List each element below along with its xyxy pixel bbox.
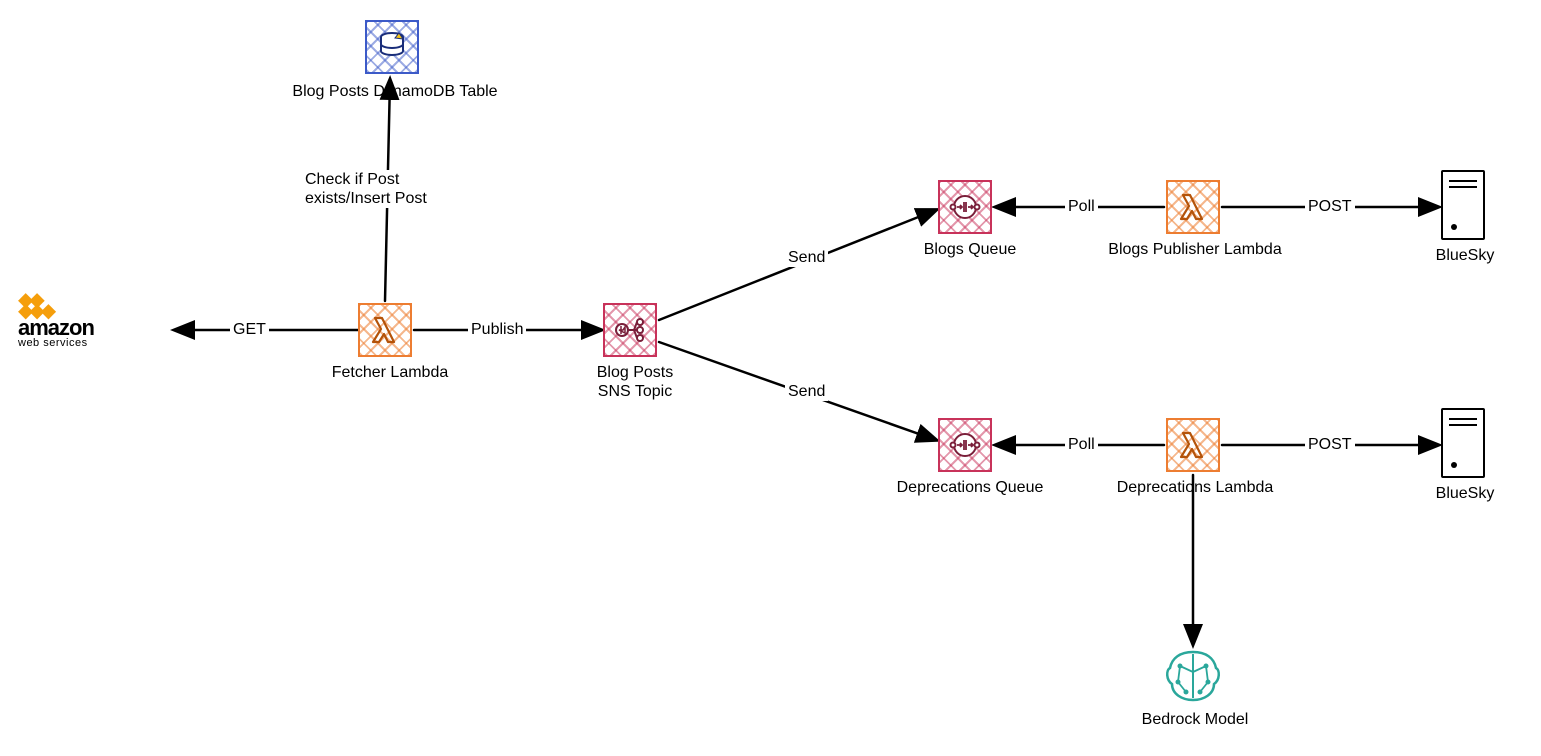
label-deprecations-lambda: Deprecations Lambda [1095,478,1295,497]
edge-label-send-bottom: Send [785,382,828,401]
edge-label-get: GET [230,320,269,339]
brain-icon [1162,648,1224,704]
node-fetcher-lambda [358,303,412,357]
label-sns-topic: Blog Posts SNS Topic [575,363,695,401]
sns-icon [612,312,648,348]
node-dynamodb [365,20,419,74]
lambda-icon [1175,189,1211,225]
label-bluesky-top: BlueSky [1415,246,1515,265]
node-sns-topic [603,303,657,357]
edge-label-send-top: Send [785,248,828,267]
node-bedrock-model [1162,648,1224,704]
node-bluesky-top [1441,170,1485,240]
label-deprecations-queue: Deprecations Queue [875,478,1065,497]
node-deprecations-queue [938,418,992,472]
label-bluesky-bottom: BlueSky [1415,484,1515,503]
dynamodb-icon [374,29,410,65]
label-bedrock-model: Bedrock Model [1125,710,1265,729]
lambda-icon [367,312,403,348]
edge-label-poll-top: Poll [1065,197,1098,216]
node-deprecations-lambda [1166,418,1220,472]
edge-label-check-insert: Check if Post exists/Insert Post [302,170,430,208]
edge-label-poll-bottom: Poll [1065,435,1098,454]
label-blogs-queue: Blogs Queue [900,240,1040,259]
edge-label-publish: Publish [468,320,526,339]
aws-cubes-icon: ◆◆◆◆◆ [18,295,94,317]
sqs-icon [947,427,983,463]
lambda-icon [1175,427,1211,463]
aws-logo-subtext: web services [18,337,94,349]
node-blogs-publisher-lambda [1166,180,1220,234]
node-blogs-queue [938,180,992,234]
label-dynamodb: Blog Posts DynamoDB Table [280,82,510,101]
node-bluesky-bottom [1441,408,1485,478]
sqs-icon [947,189,983,225]
label-fetcher-lambda: Fetcher Lambda [310,363,470,382]
edges-layer [0,0,1541,756]
edge-label-post-top: POST [1305,197,1355,216]
edge-label-post-bottom: POST [1305,435,1355,454]
label-blogs-publisher-lambda: Blogs Publisher Lambda [1085,240,1305,259]
diagram-canvas: { "diagram": { "type": "flowchart", "bac… [0,0,1541,756]
node-aws: ◆◆◆◆◆ amazon web services [18,295,94,349]
